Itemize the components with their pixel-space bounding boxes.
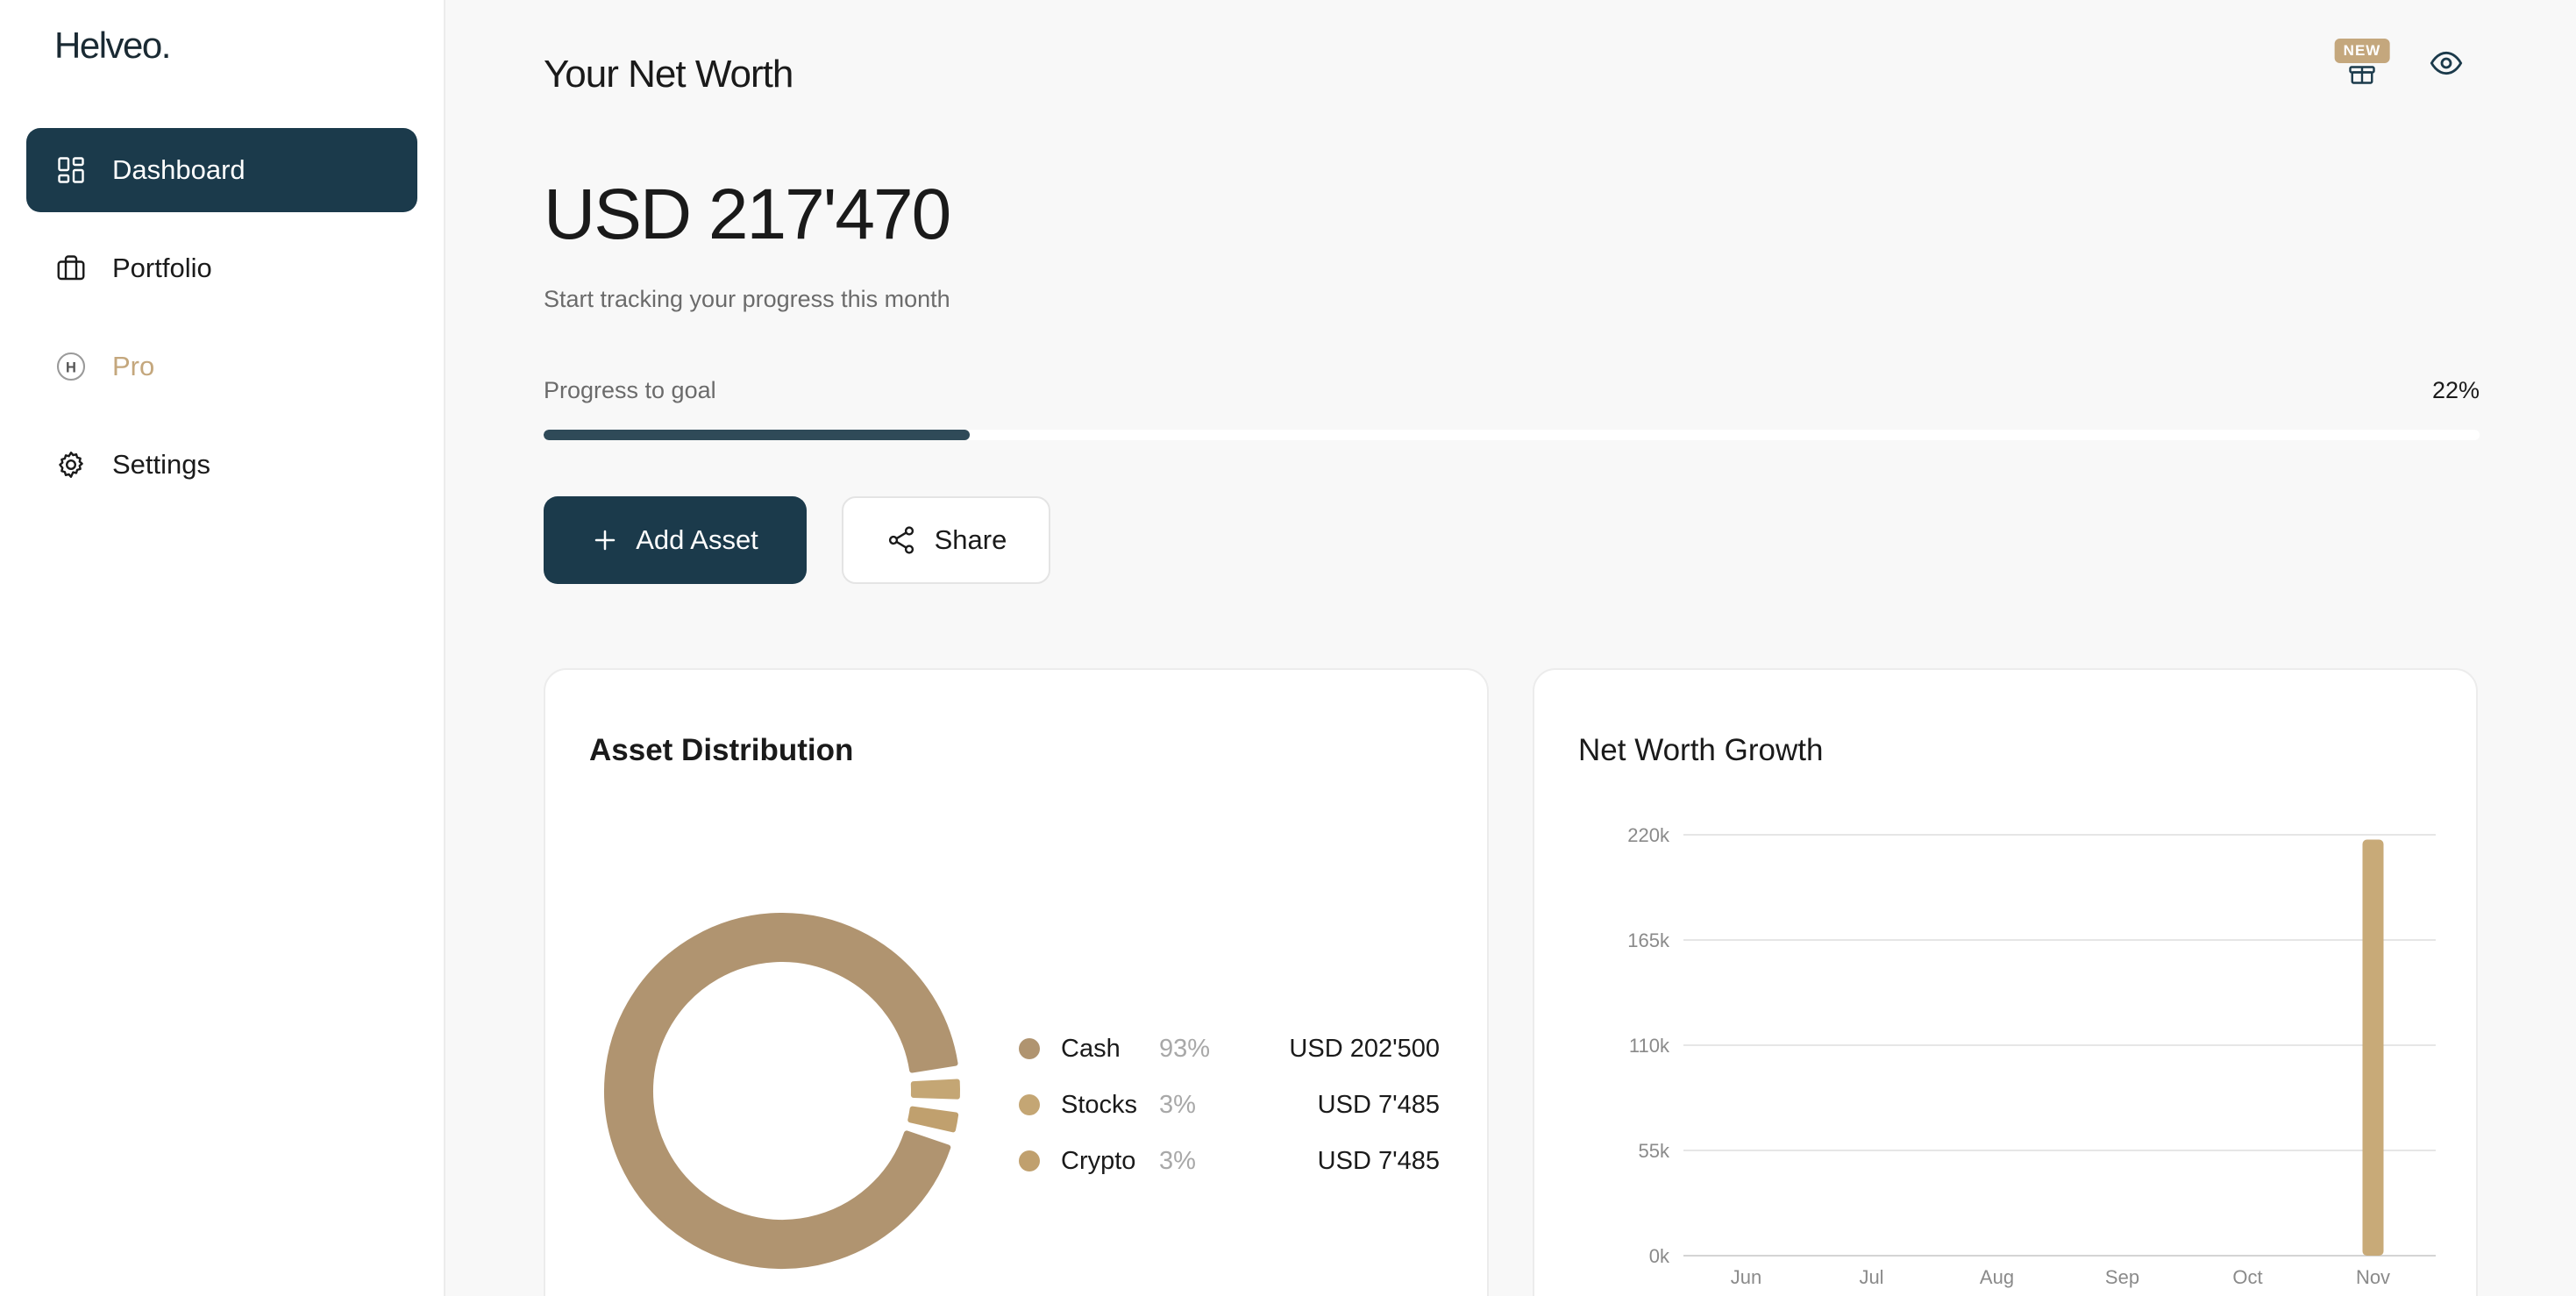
x-tick-label: Jul <box>1859 1266 1883 1288</box>
y-tick-label: 165k <box>1627 929 1670 951</box>
net-worth-growth-title: Net Worth Growth <box>1578 733 1824 767</box>
legend-name: Cash <box>1061 1034 1121 1063</box>
net-worth-growth-chart: 0k 55k 110k 165k 220k Jun Jul Aug Sep Oct Nov <box>1627 824 2436 1288</box>
asset-distribution-card: Asset Distribution Cash 93% USD 202'500 … <box>544 668 1489 1296</box>
net-worth-growth-card: Net Worth Growth 0k 55k 110k 165k 220k Jun Jul… <box>1533 668 2478 1296</box>
legend-pct: 93% <box>1159 1034 1211 1063</box>
share-button[interactable]: Share <box>842 496 1050 584</box>
gift-icon <box>2346 55 2378 91</box>
legend-dot <box>1019 1094 1040 1115</box>
progress-bar-fill <box>544 430 970 440</box>
progress-percent: 22% <box>2431 377 2480 403</box>
toggle-visibility-button[interactable] <box>2422 40 2471 89</box>
header-actions: NEW <box>2334 39 2471 91</box>
asset-donut-chart <box>604 913 960 1269</box>
legend-dot <box>1019 1150 1040 1171</box>
pro-h-icon: H <box>54 350 88 383</box>
legend-row-crypto: Crypto 3% USD 7'485 <box>1019 1133 1440 1189</box>
legend-row-cash: Cash 93% USD 202'500 <box>1019 1021 1440 1077</box>
sidebar-item-label: Portfolio <box>112 253 212 283</box>
y-tick-label: 110k <box>1629 1035 1670 1057</box>
x-tick-label: Jun <box>1731 1266 1761 1288</box>
new-badge: NEW <box>2334 39 2390 63</box>
legend-value: USD 202'500 <box>1289 1034 1440 1063</box>
legend-name: Crypto <box>1061 1146 1136 1175</box>
briefcase-icon <box>54 252 88 285</box>
add-asset-button[interactable]: Add Asset <box>544 496 807 584</box>
svg-text:H: H <box>66 360 76 375</box>
add-asset-label: Add Asset <box>636 524 758 555</box>
gear-icon <box>54 448 88 481</box>
y-tick-label: 220k <box>1627 824 1670 846</box>
dashboard-grid-icon <box>54 153 88 187</box>
eye-icon <box>2429 46 2464 85</box>
bar-nov[interactable] <box>2362 839 2384 1256</box>
share-label: Share <box>934 524 1007 555</box>
x-tick-label: Sep <box>2105 1266 2139 1288</box>
legend-dot <box>1019 1038 1040 1059</box>
donut-slice-cash[interactable] <box>604 913 958 1269</box>
y-tick-label: 0k <box>1649 1245 1670 1267</box>
app-logo[interactable]: Helveo. <box>54 25 171 66</box>
sidebar-item-label: Settings <box>112 449 211 480</box>
sidebar-item-settings[interactable]: Settings <box>26 423 417 507</box>
legend-pct: 3% <box>1159 1146 1196 1175</box>
legend-value: USD 7'485 <box>1317 1090 1440 1119</box>
donut-slice-stocks[interactable] <box>910 1079 960 1100</box>
progress-bar <box>544 430 2480 440</box>
share-icon <box>886 524 917 556</box>
legend-row-stocks: Stocks 3% USD 7'485 <box>1019 1077 1440 1133</box>
y-tick-label: 55k <box>1639 1140 1670 1162</box>
plus-icon <box>592 527 618 553</box>
asset-legend: Cash 93% USD 202'500 Stocks 3% USD 7'485… <box>1019 1021 1440 1189</box>
sidebar-item-label: Pro <box>112 351 155 381</box>
whats-new-button[interactable]: NEW <box>2334 39 2390 91</box>
x-tick-label: Nov <box>2356 1266 2390 1288</box>
legend-pct: 3% <box>1159 1090 1196 1119</box>
asset-distribution-title: Asset Distribution <box>589 733 854 767</box>
progress-label: Progress to goal <box>544 377 716 403</box>
page-title: Your Net Worth <box>544 53 793 96</box>
donut-slice-crypto[interactable] <box>907 1106 959 1133</box>
sidebar: Helveo. Dashboard Portfolio H Pro <box>0 0 445 1296</box>
legend-value: USD 7'485 <box>1317 1146 1440 1175</box>
net-worth-value: USD 217'470 <box>544 174 951 254</box>
legend-name: Stocks <box>1061 1090 1138 1119</box>
sidebar-item-dashboard[interactable]: Dashboard <box>26 128 417 212</box>
sidebar-item-portfolio[interactable]: Portfolio <box>26 226 417 310</box>
sidebar-item-pro[interactable]: H Pro <box>26 324 417 409</box>
x-tick-label: Oct <box>2232 1266 2262 1288</box>
sidebar-item-label: Dashboard <box>112 154 246 185</box>
x-tick-label: Aug <box>1980 1266 2014 1288</box>
net-worth-subtitle: Start tracking your progress this month <box>544 286 950 312</box>
main-content: Your Net Worth NEW USD 217'470 Start tra… <box>445 0 2576 1296</box>
